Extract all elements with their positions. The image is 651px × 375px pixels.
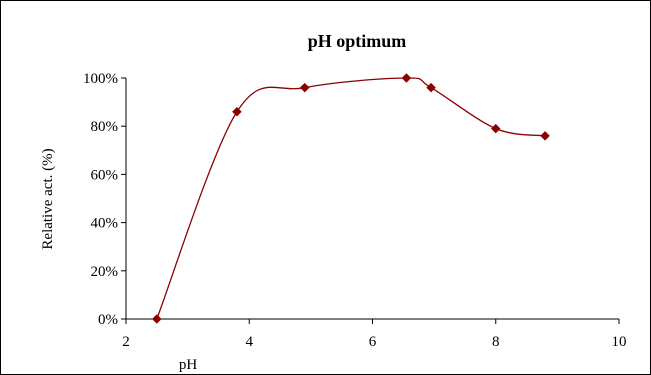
data-point <box>401 73 412 83</box>
series-layer <box>151 73 550 324</box>
y-axis: 0% 20% 40% 60% 80% 100% <box>83 71 127 328</box>
data-point <box>540 130 550 141</box>
x-axis: 2 4 6 8 10 <box>122 318 627 350</box>
data-point <box>426 82 436 93</box>
series-line <box>156 77 546 320</box>
x-tick-label: 6 <box>369 334 377 350</box>
y-tick-label: 80% <box>91 119 119 135</box>
y-tick-label: 0% <box>98 312 118 328</box>
x-tick-label: 2 <box>122 334 130 350</box>
y-tick-label: 100% <box>83 71 118 87</box>
x-tick-label: 4 <box>246 334 254 350</box>
x-tick-label: 8 <box>492 334 500 350</box>
data-point <box>232 106 242 117</box>
data-point <box>151 314 162 324</box>
chart-title: pH optimum <box>308 31 407 51</box>
x-axis-label: pH <box>179 357 198 373</box>
data-point <box>299 82 310 93</box>
y-axis-label: Relative act. (%) <box>40 148 56 249</box>
y-tick-label: 20% <box>91 264 119 280</box>
x-tick-label: 10 <box>612 334 627 350</box>
y-tick-label: 40% <box>91 216 119 232</box>
y-tick-label: 60% <box>91 167 119 183</box>
data-point <box>490 123 501 134</box>
